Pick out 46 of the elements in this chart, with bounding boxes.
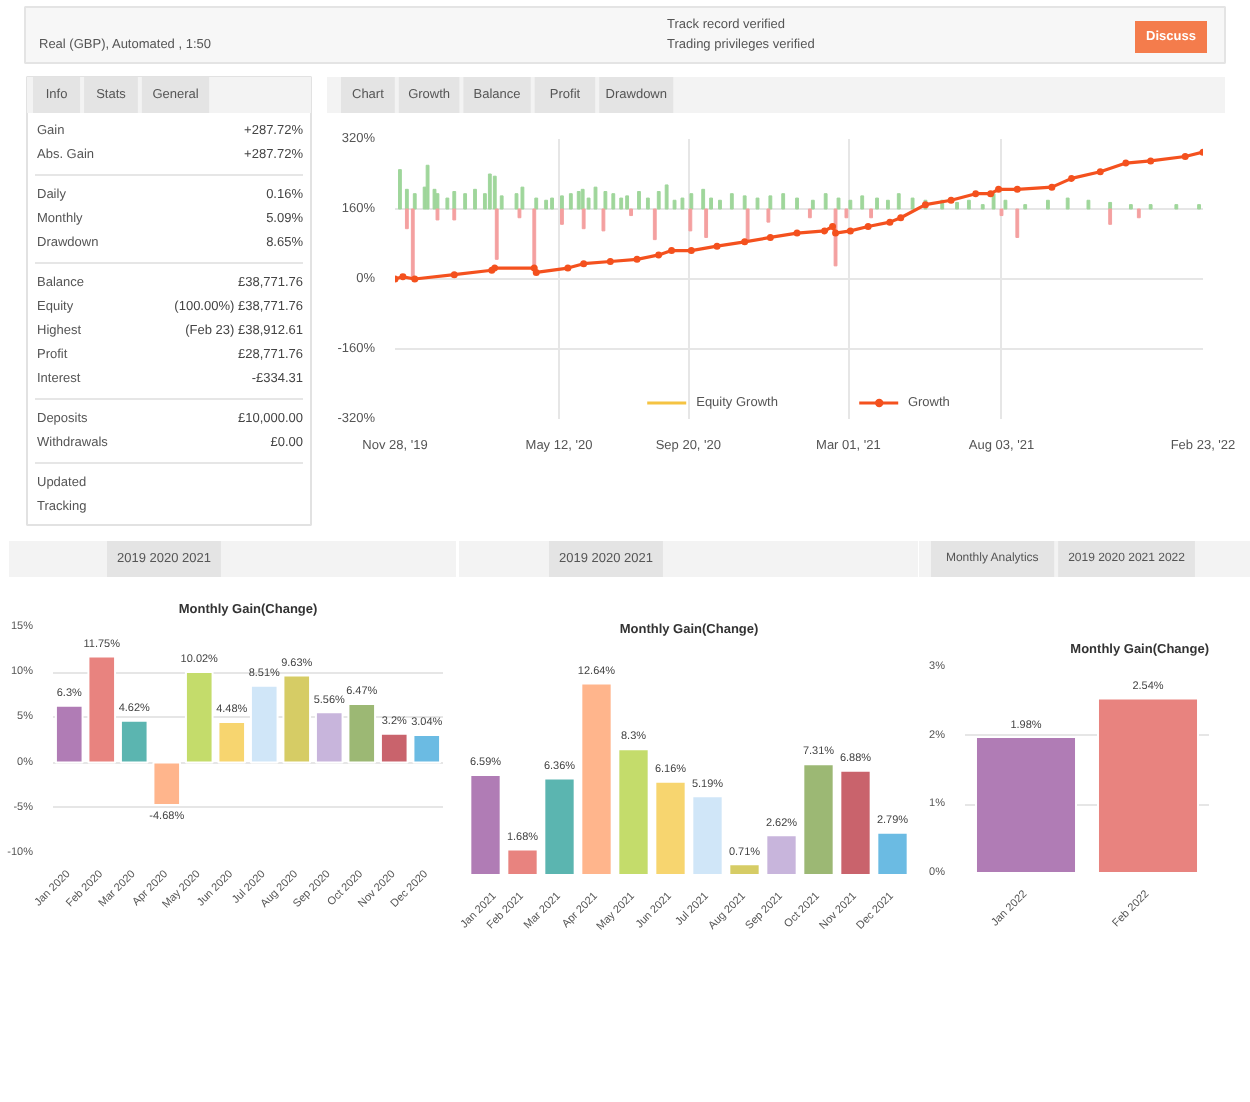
point — [687, 247, 695, 255]
bar — [152, 761, 182, 806]
point — [741, 238, 749, 246]
point — [1122, 159, 1130, 167]
point — [633, 255, 641, 263]
bar — [802, 763, 835, 875]
bar — [617, 748, 650, 875]
point — [987, 190, 995, 198]
point — [947, 196, 955, 204]
point — [793, 229, 801, 237]
point — [399, 273, 407, 281]
point — [713, 242, 721, 250]
bar — [728, 863, 761, 875]
bar — [506, 848, 539, 875]
point — [829, 223, 837, 230]
point — [864, 223, 872, 230]
bar — [469, 774, 502, 875]
point — [832, 229, 840, 237]
point — [995, 185, 1003, 193]
point — [972, 190, 980, 198]
point — [846, 227, 854, 235]
point — [450, 271, 458, 279]
bar — [580, 682, 613, 875]
bar — [765, 834, 798, 875]
point — [897, 214, 905, 222]
bar — [543, 777, 576, 875]
point — [1048, 183, 1056, 191]
bar — [839, 769, 872, 875]
point — [766, 233, 774, 241]
bar — [654, 780, 687, 875]
point — [821, 227, 829, 235]
point — [1013, 185, 1021, 193]
point — [1068, 174, 1076, 182]
point — [655, 251, 663, 259]
point — [564, 264, 572, 272]
point — [668, 247, 676, 255]
point — [606, 258, 614, 265]
point — [886, 218, 894, 226]
point — [1147, 157, 1155, 165]
bar — [876, 831, 909, 875]
point — [1181, 153, 1189, 160]
point — [1096, 168, 1104, 176]
bar — [691, 795, 724, 875]
bar — [119, 719, 149, 764]
point — [580, 260, 588, 268]
point — [411, 275, 419, 283]
